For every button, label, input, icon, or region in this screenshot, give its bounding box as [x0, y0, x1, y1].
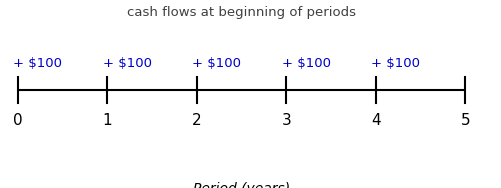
Text: + $100: + $100 — [103, 57, 152, 70]
Text: 1: 1 — [103, 113, 112, 128]
Text: 4: 4 — [371, 113, 381, 128]
Text: + $100: + $100 — [14, 57, 63, 70]
Text: + $100: + $100 — [282, 57, 331, 70]
Text: 3: 3 — [282, 113, 291, 128]
Text: + $100: + $100 — [371, 57, 420, 70]
Text: 5: 5 — [460, 113, 470, 128]
Text: + $100: + $100 — [192, 57, 241, 70]
Text: cash flows at beginning of periods: cash flows at beginning of periods — [127, 6, 356, 19]
Text: 0: 0 — [13, 113, 23, 128]
Text: 2: 2 — [192, 113, 201, 128]
Text: Period (years): Period (years) — [193, 182, 290, 188]
